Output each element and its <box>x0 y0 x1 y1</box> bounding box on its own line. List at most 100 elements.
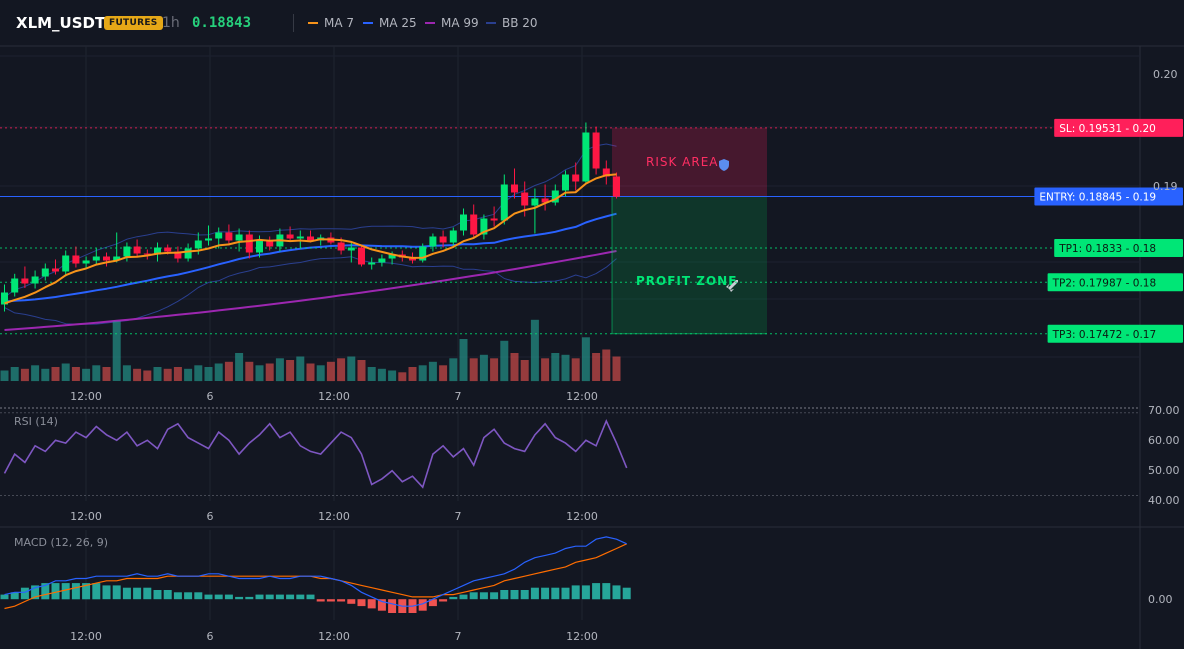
candle-body <box>11 278 19 293</box>
candle-body <box>551 190 559 203</box>
macd-histogram-bar <box>377 599 386 611</box>
macd-histogram-bar <box>51 583 60 600</box>
macd-histogram-bar <box>71 583 80 600</box>
volume-bar <box>31 365 40 382</box>
candle-body <box>215 232 223 239</box>
macd-histogram-bar <box>0 594 9 600</box>
volume-bar <box>275 358 284 382</box>
macd-histogram-bar <box>418 599 427 611</box>
time-tick-label-macd: 12:00 <box>70 630 102 643</box>
volume-bar <box>398 372 407 382</box>
candle-body <box>337 242 345 251</box>
candle-body <box>72 255 80 264</box>
rsi-tick-label: 60.00 <box>1148 434 1180 447</box>
candle-body <box>256 240 263 253</box>
volume-bar <box>571 358 580 382</box>
candle-body <box>41 268 49 277</box>
macd-histogram-bar <box>286 594 295 600</box>
candle-body <box>368 262 376 265</box>
volume-bar <box>184 368 193 382</box>
macd-histogram-bar <box>520 590 529 600</box>
candle-body <box>409 257 416 261</box>
macd-histogram-bar <box>112 585 121 600</box>
time-tick-label-main: 12:00 <box>70 390 102 403</box>
volume-bar <box>561 354 570 382</box>
legend-ma7[interactable]: MA 7 <box>308 16 354 30</box>
legend-ma99[interactable]: MA 99 <box>425 16 479 30</box>
volume-bar <box>122 365 131 382</box>
rsi-tick-label: 70.00 <box>1148 404 1180 417</box>
rocket-icon <box>726 280 738 292</box>
level-tag-label-sl: SL: 0.19531 - 0.20 <box>1059 123 1156 135</box>
legend-ma25-swatch <box>363 22 373 24</box>
level-tag-tp <box>1047 324 1183 343</box>
time-tick-label-main: 12:00 <box>318 390 350 403</box>
volume-bar <box>377 368 386 382</box>
time-tick-label-rsi: 12:00 <box>566 510 598 523</box>
symbol-title[interactable]: XLM_USDT <box>16 14 106 32</box>
macd-histogram-bar <box>388 599 397 613</box>
volume-bar <box>459 339 468 381</box>
legend-ma25[interactable]: MA 25 <box>363 16 417 30</box>
volume-bar <box>245 361 254 382</box>
macd-histogram-bar <box>357 599 366 607</box>
volume-bar <box>61 363 70 381</box>
candle-body <box>562 174 569 191</box>
volume-bar <box>194 365 203 382</box>
time-tick-label-macd: 12:00 <box>318 630 350 643</box>
volume-bar <box>20 368 29 382</box>
volume-bar <box>592 353 601 381</box>
candle-body <box>194 240 202 249</box>
macd-histogram-bar <box>561 587 570 600</box>
volume-bar <box>326 361 335 382</box>
volume-bar <box>286 360 295 381</box>
macd-histogram-bar <box>184 592 193 600</box>
volume-bar <box>173 367 182 381</box>
volume-bar <box>265 363 274 381</box>
chart-header: XLM_USDT FUTURES 1h 0.18843 MA 7 MA 25 M… <box>0 0 1184 46</box>
candle-body <box>500 184 508 221</box>
volume-bar <box>235 353 244 381</box>
volume-bar <box>479 354 488 382</box>
macd-histogram-bar <box>571 585 580 600</box>
volume-bar <box>337 358 346 382</box>
level-tag-sl <box>1054 118 1183 137</box>
macd-histogram-bar <box>143 587 152 600</box>
macd-histogram-bar <box>20 587 29 600</box>
volume-bar <box>581 337 590 382</box>
legend-ma99-label: MA 99 <box>441 16 479 30</box>
volume-bar <box>510 353 519 381</box>
macd-histogram-bar <box>235 596 244 600</box>
macd-histogram-bar <box>41 583 50 600</box>
macd-signal-line <box>4 543 627 610</box>
volume-bar <box>418 365 427 382</box>
volume-bar <box>612 356 621 381</box>
legend-ma7-swatch <box>308 22 318 24</box>
macd-histogram-bar <box>82 583 91 600</box>
macd-histogram-bar <box>163 590 172 600</box>
candle-body <box>123 246 131 257</box>
macd-line <box>4 536 627 607</box>
macd-histogram-bar <box>612 585 621 600</box>
volume-bar <box>296 356 305 381</box>
time-tick-label-rsi: 12:00 <box>70 510 102 523</box>
volume-bar <box>10 367 19 381</box>
header-divider <box>293 14 294 32</box>
legend-bb20[interactable]: BB 20 <box>486 16 538 30</box>
macd-histogram-bar <box>592 583 601 600</box>
volume-bar <box>347 356 356 381</box>
candle-body <box>480 218 488 235</box>
candle-body <box>296 236 304 239</box>
macd-histogram-bar <box>622 587 631 600</box>
volume-bar <box>490 358 499 382</box>
candle-body <box>572 174 580 182</box>
volume-bar <box>388 370 397 381</box>
macd-histogram-bar <box>92 583 101 600</box>
candle-body <box>286 234 294 239</box>
candle-body <box>1 292 8 305</box>
candle-body <box>266 240 274 247</box>
timeframe-label[interactable]: 1h <box>162 15 180 31</box>
time-tick-label-rsi: 7 <box>455 510 462 523</box>
time-tick-label-rsi: 12:00 <box>318 510 350 523</box>
